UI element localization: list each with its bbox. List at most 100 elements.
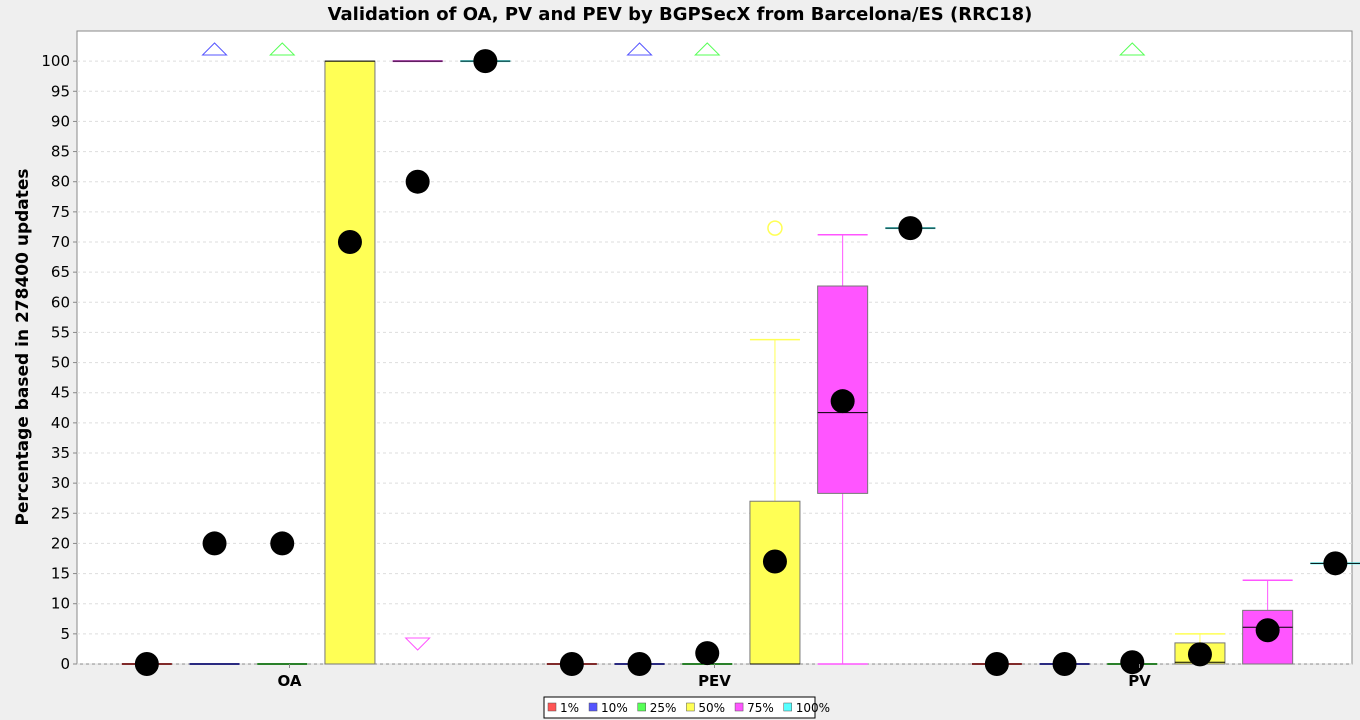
mean-marker [1052,652,1077,676]
y-tick-label: 30 [51,474,70,492]
y-tick-label: 100 [41,52,70,70]
y-tick-label: 75 [51,203,70,221]
box [460,49,511,74]
legend-swatch [686,702,695,712]
y-axis-ticks: 0 5 10 15 20 25 30 35 40 45 50 55 60 65 70 75 80 85 90 95 10… [41,52,77,673]
plot-area [76,30,1353,665]
y-tick-label: 90 [51,112,70,130]
box [682,42,733,666]
grid-lines [77,60,1352,665]
legend-swatch [637,702,646,712]
legend-label: 75% [747,701,774,715]
y-axis-label: Percentage based in 278400 updates [13,168,33,525]
outlier [767,220,783,236]
mean-marker [1187,642,1212,667]
y-tick-label: 0 [60,655,70,673]
y-tick-label: 55 [51,323,70,341]
box [1242,579,1294,665]
far-out-high-marker [269,42,296,56]
box-rect [749,500,801,665]
box [121,652,172,676]
box [1039,652,1090,676]
mean-marker [1323,551,1348,576]
far-out-high-marker [201,42,228,56]
far-out-high-marker [1119,42,1146,56]
y-tick-label: 85 [51,143,70,161]
box [257,42,308,665]
mean-marker [984,652,1009,676]
box [189,42,240,665]
box [885,216,936,241]
series-100pct [460,49,1360,576]
box [971,652,1022,676]
mean-marker [898,216,923,241]
legend-swatch [734,702,744,712]
x-tick-label: PV [1128,672,1151,690]
y-tick-label: 95 [51,82,70,100]
legend-swatch [547,702,557,712]
box-rect [324,60,376,665]
legend-swatch [588,702,598,712]
mean-marker [337,230,362,254]
legend: 1% 10% 25% 50% 75% 100% [543,696,830,719]
far-out-low-marker [404,637,431,651]
legend-label: 10% [601,701,628,715]
series-75pct [392,60,1294,665]
mean-marker [202,531,227,556]
mean-marker [1255,618,1280,643]
mean-marker [134,652,159,676]
y-tick-label: 80 [51,173,70,191]
box [392,60,443,651]
mean-marker [1120,650,1145,675]
y-tick-label: 25 [51,504,70,522]
y-tick-label: 10 [51,595,70,613]
box [749,220,801,665]
legend-item: 1% [547,701,579,715]
series-1pct [121,652,1022,676]
y-tick-label: 5 [60,625,70,643]
x-axis-ticks: OA PEV PV [278,664,1151,690]
legend-label: 25% [650,701,677,715]
box [614,42,665,676]
box [1310,551,1360,576]
y-tick-label: 45 [51,384,70,402]
y-tick-label: 60 [51,293,70,311]
y-tick-label: 65 [51,263,70,281]
y-tick-label: 35 [51,444,70,462]
legend-swatch [783,702,792,712]
legend-label: 100% [796,701,830,715]
legend-item: 75% [734,701,774,715]
y-tick-label: 70 [51,233,70,251]
legend-box [543,696,816,719]
far-out-high-marker [626,42,653,56]
box [546,652,597,676]
box [1107,42,1158,675]
legend-label: 1% [560,701,579,715]
series-10pct [189,42,1090,676]
box [324,60,376,665]
legend-label: 50% [698,701,725,715]
series-25pct [257,42,1158,675]
mean-marker [830,389,855,414]
mean-marker [627,652,652,676]
box-series [121,42,1360,676]
far-out-high-marker [694,42,721,56]
legend-item: 10% [588,701,628,715]
mean-marker [695,641,720,666]
x-tick-label: OA [278,672,302,690]
box [1174,633,1226,667]
x-tick-label: PEV [698,672,731,690]
y-tick-label: 50 [51,354,70,372]
box [817,234,869,665]
y-tick-label: 15 [51,565,70,583]
series-50pct [324,60,1226,667]
mean-marker [270,531,295,556]
legend-item: 25% [637,701,677,715]
legend-item: 100% [783,701,830,715]
y-tick-label: 40 [51,414,70,432]
mean-marker [762,549,787,574]
mean-marker [405,169,430,194]
chart-title: Validation of OA, PV and PEV by BGPSecX … [328,4,1033,25]
mean-marker [559,652,584,676]
legend-item: 50% [686,701,725,715]
